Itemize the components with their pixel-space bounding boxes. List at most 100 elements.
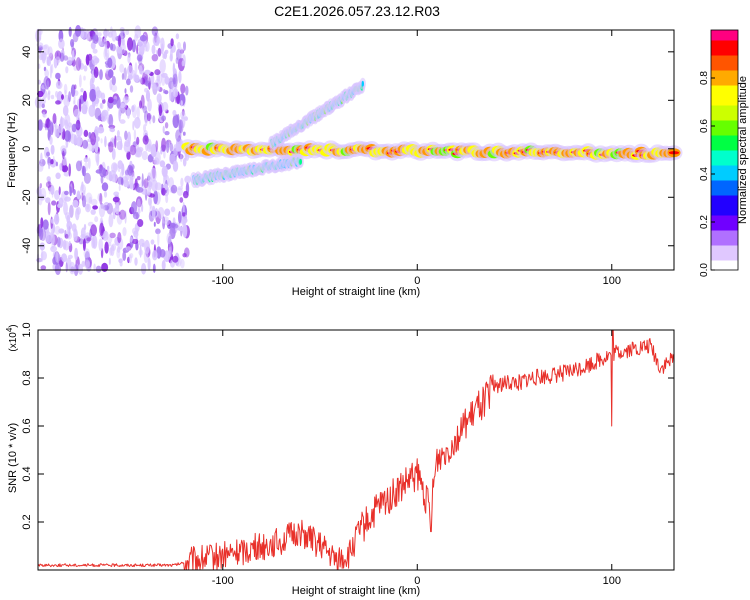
noise-blob: [44, 230, 50, 243]
colorbar-swatch: [711, 45, 738, 51]
noise-blob: [138, 65, 143, 75]
noise-blob: [87, 53, 93, 61]
noise-blob: [136, 54, 143, 62]
noise-blob: [82, 195, 87, 208]
noise-blob: [81, 181, 84, 192]
noise-blob: [88, 196, 93, 205]
noise-blob: [123, 141, 131, 153]
noise-blob: [156, 93, 162, 104]
spectrogram-features: [34, 25, 683, 276]
noise-blob: [135, 186, 141, 192]
colorbar-swatch: [711, 185, 738, 191]
noise-blob: [169, 142, 174, 152]
noise-blob: [101, 262, 109, 272]
noise-blob: [136, 146, 144, 153]
noise-blob: [169, 153, 176, 165]
noise-blob: [80, 160, 83, 167]
noise-blob: [170, 184, 178, 194]
colorbar-swatch: [711, 70, 738, 76]
noise-blob: [37, 163, 44, 172]
noise-blob: [64, 233, 69, 239]
noise-blob: [62, 150, 65, 160]
noise-blob: [126, 107, 131, 119]
noise-blob: [131, 104, 137, 118]
feature-upper-branch: [268, 77, 366, 152]
noise-blob: [156, 32, 160, 47]
noise-blob: [176, 187, 183, 196]
noise-blob: [101, 182, 109, 192]
noise-blob: [182, 190, 189, 199]
noise-blob: [106, 202, 113, 215]
noise-blob: [64, 130, 71, 142]
noise-blob: [62, 239, 67, 250]
snr-axes: -100 0 100 0.2 0.4 0.6 0.8 1.0: [21, 322, 674, 587]
noise-blob: [127, 53, 131, 64]
noise-blob: [47, 90, 51, 95]
y-tick-label: 0.2: [21, 514, 33, 529]
noise-blob: [153, 144, 156, 158]
noise-blob: [93, 34, 99, 44]
noise-blob: [182, 212, 186, 217]
snr-series-line: [37, 329, 675, 571]
noise-blob: [100, 103, 104, 110]
noise-blob: [111, 84, 118, 93]
noise-blob: [107, 69, 114, 79]
snr-scale-prefix: (x10: [8, 332, 19, 352]
colorbar-swatch: [711, 55, 738, 61]
colorbar-tick-label: 0.0: [699, 263, 710, 277]
colorbar-swatch: [711, 80, 738, 86]
noise-blob: [90, 198, 98, 206]
colorbar: 0.0 0.2 0.4 0.6 0.8 Normalized spectral ampl…: [699, 29, 749, 277]
noise-blob: [184, 116, 188, 121]
noise-blob: [133, 129, 137, 141]
noise-blob: [88, 30, 96, 37]
noise-blob: [45, 197, 51, 204]
noise-blob: [51, 218, 54, 224]
noise-blob: [125, 78, 131, 86]
noise-blob: [111, 162, 118, 173]
snr-scale-exponent: 4: [5, 327, 14, 332]
noise-blob: [95, 90, 103, 99]
noise-blob: [152, 250, 158, 261]
noise-blob: [180, 100, 183, 107]
snr-scale-label: (x104): [5, 324, 19, 351]
noise-blob: [111, 75, 116, 86]
noise-blob: [152, 115, 156, 124]
noise-blob: [137, 219, 144, 227]
noise-blob: [93, 263, 96, 272]
noise-blob: [147, 98, 152, 112]
noise-blob: [83, 172, 91, 184]
noise-blob: [50, 159, 54, 165]
noise-blob: [65, 262, 68, 273]
noise-blob: [157, 232, 160, 246]
noise-blob: [97, 193, 102, 202]
noise-blob: [150, 239, 155, 245]
noise-blob: [82, 139, 89, 149]
colorbar-swatch: [711, 40, 738, 46]
noise-blob: [145, 89, 151, 102]
colorbar-tick-label: 0.6: [699, 119, 710, 133]
noise-blob: [105, 170, 112, 180]
noise-blob: [104, 135, 107, 148]
noise-blob: [118, 258, 123, 264]
noise-blob: [162, 101, 169, 112]
noise-blob: [52, 223, 55, 234]
noise-blob: [157, 85, 160, 92]
spectrogram-xlabel: Height of straight line (km): [292, 286, 420, 298]
noise-blob: [119, 209, 126, 220]
noise-blob: [111, 148, 116, 161]
noise-blob: [40, 249, 44, 263]
noise-blob: [151, 205, 156, 220]
noise-blob: [58, 228, 65, 234]
noise-blob: [107, 242, 112, 247]
noise-blob: [108, 257, 111, 265]
noise-blob: [122, 251, 127, 261]
noise-blob: [112, 196, 120, 203]
noise-blob: [148, 196, 152, 206]
noise-blob: [107, 96, 114, 104]
noise-blob: [62, 105, 69, 117]
noise-blob: [51, 200, 57, 206]
noise-blob: [152, 263, 156, 273]
noise-blob: [117, 165, 121, 172]
